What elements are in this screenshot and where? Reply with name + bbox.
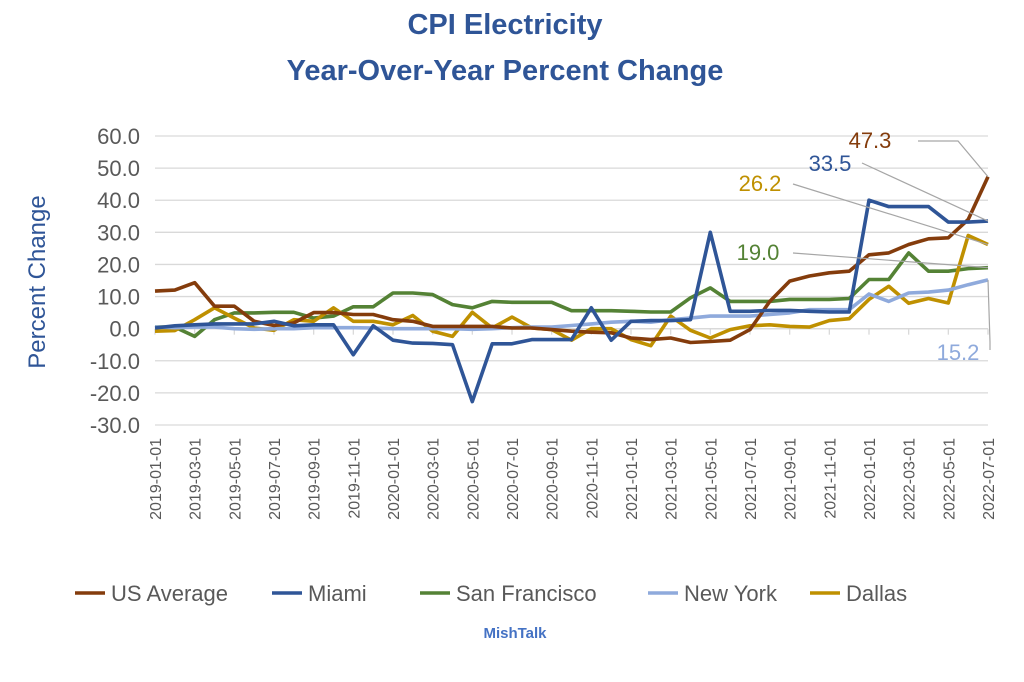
x-tick-label: 2019-09-01 (307, 438, 324, 520)
y-tick-label: -30.0 (90, 413, 140, 438)
x-tick-label: 2021-09-01 (783, 438, 800, 520)
end-value-label: 15.2 (937, 340, 980, 365)
gridlines (155, 135, 988, 426)
end-value-annotations: 47.333.5 26.2 19.0 15.2 (737, 128, 991, 365)
x-tick-label: 2019-11-01 (346, 438, 363, 519)
legend-label: Dallas (846, 581, 907, 606)
x-tick-label: 2020-07-01 (505, 438, 522, 520)
legend-item: US Average (75, 581, 228, 606)
annotation-leader-line (792, 252, 989, 269)
x-tick-label: 2020-05-01 (465, 438, 482, 520)
x-tick-label: 2022-01-01 (862, 438, 879, 520)
chart-subtitle: Year-Over-Year Percent Change (287, 55, 724, 87)
x-tick-label: 2020-11-01 (584, 438, 601, 519)
x-tick-label: 2020-01-01 (386, 438, 403, 520)
y-tick-label: -20.0 (90, 381, 140, 406)
credit-text: MishTalk (483, 625, 547, 642)
x-tick-label: 2019-03-01 (188, 438, 205, 520)
end-value-label: 33.5 (809, 151, 852, 176)
y-tick-label: 40.0 (97, 188, 140, 213)
y-tick-label: -10.0 (90, 349, 140, 374)
legend-label: Miami (308, 581, 367, 606)
y-tick-label: 30.0 (97, 220, 140, 245)
y-tick-label: 20.0 (97, 252, 140, 277)
x-tick-label: 2021-03-01 (664, 438, 681, 520)
x-tick-label: 2019-05-01 (227, 438, 244, 520)
x-axis: 2019-01-01 2019-03-01 2019-05-01 2019-07-01… (148, 328, 998, 520)
legend-item: San Francisco (420, 581, 597, 606)
y-axis-label: Percent Change (24, 195, 51, 368)
annotation-leader-line (987, 279, 991, 350)
x-tick-label: 2020-03-01 (426, 438, 443, 520)
chart-title: CPI Electricity (407, 9, 602, 41)
x-tick-label: 2022-03-01 (902, 438, 919, 520)
x-tick-label: 2022-05-01 (941, 438, 958, 520)
x-tick-label: 2019-01-01 (148, 438, 165, 520)
series-line-san-francisco (155, 251, 989, 339)
x-tick-label: 2021-01-01 (624, 438, 641, 520)
legend-item: Dallas (810, 581, 907, 606)
legend-label: San Francisco (456, 581, 597, 606)
annotation-leader-line (918, 140, 989, 178)
x-tick-label: 2022-07-01 (981, 438, 998, 520)
y-tick-label: 10.0 (97, 285, 140, 310)
series-lines (154, 176, 990, 404)
legend: US Average Miami San Francisco New York Dall… (75, 581, 907, 606)
series-line-miami (154, 198, 989, 404)
x-tick-label: 2021-11-01 (822, 438, 839, 519)
end-value-label: 47.3 (849, 128, 892, 153)
legend-item: New York (648, 581, 778, 606)
y-tick-label: 60.0 (97, 124, 140, 149)
y-axis-ticks: 60.0 50.0 40.0 30.0 20.0 10.0 0.0 -10.0 -20.0 -30… (90, 124, 140, 438)
end-value-label: 19.0 (737, 240, 780, 265)
legend-label: US Average (111, 581, 228, 606)
legend-item: Miami (272, 581, 367, 606)
y-tick-label: 0.0 (109, 317, 140, 342)
annotation-leader-line (792, 183, 989, 246)
end-value-label: 26.2 (739, 171, 782, 196)
y-tick-label: 50.0 (97, 156, 140, 181)
legend-label: New York (684, 581, 778, 606)
x-tick-label: 2021-05-01 (703, 438, 720, 520)
annotation-leader-line (861, 162, 989, 222)
x-tick-label: 2020-09-01 (545, 438, 562, 520)
series-line-us-average (154, 176, 990, 345)
x-tick-label: 2019-07-01 (267, 438, 284, 520)
x-tick-label: 2021-07-01 (743, 438, 760, 520)
